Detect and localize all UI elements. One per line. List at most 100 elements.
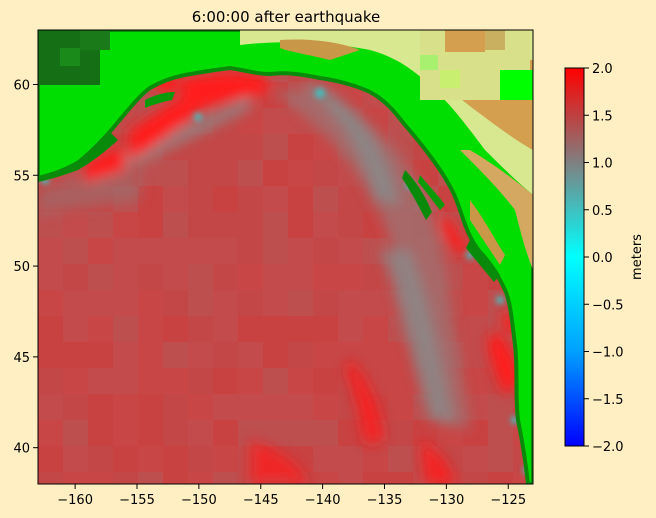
ocean-cell <box>338 264 363 290</box>
y-tick-label: 50 <box>13 260 30 275</box>
ocean-cell <box>388 342 413 368</box>
ocean-cell <box>163 446 188 472</box>
ocean-cell <box>213 316 238 342</box>
ocean-cell <box>88 472 113 484</box>
ocean-cell <box>38 212 63 238</box>
ocean-cell <box>63 316 88 342</box>
ocean-cell <box>288 368 313 394</box>
ocean-cell <box>263 264 288 290</box>
ocean-cell <box>288 342 313 368</box>
ocean-cell <box>188 160 213 186</box>
ocean-cell <box>238 368 263 394</box>
ocean-cell <box>138 264 163 290</box>
ocean-cell <box>413 420 438 446</box>
ocean-cell <box>288 264 313 290</box>
ocean-cell <box>313 472 338 484</box>
ocean-cell <box>213 134 238 160</box>
ocean-cell <box>213 264 238 290</box>
ocean-cell <box>338 420 363 446</box>
ocean-cell <box>388 368 413 394</box>
ocean-cell <box>213 420 238 446</box>
ocean-cell <box>363 472 388 484</box>
ocean-cell <box>313 212 338 238</box>
ocean-cell <box>263 238 288 264</box>
ocean-cell <box>188 446 213 472</box>
ocean-cell <box>463 446 488 472</box>
ocean-cell <box>213 238 238 264</box>
ocean-cell <box>188 420 213 446</box>
ocean-cell <box>263 212 288 238</box>
ocean-cell <box>313 186 338 212</box>
ocean-cell <box>38 368 63 394</box>
colorbar-tick-label: 1.0 <box>592 157 613 172</box>
ocean-cell <box>188 472 213 484</box>
ocean-cell <box>163 316 188 342</box>
ocean-cell <box>88 264 113 290</box>
ocean-cell <box>163 212 188 238</box>
ocean-cell <box>313 420 338 446</box>
ocean-cell <box>238 134 263 160</box>
y-tick-label: 45 <box>13 351 30 366</box>
ocean-cell <box>263 394 288 420</box>
ocean-cell <box>263 134 288 160</box>
ocean-cell <box>163 264 188 290</box>
ocean-cell <box>63 446 88 472</box>
ocean-cell <box>88 290 113 316</box>
ocean-cell <box>113 472 138 484</box>
ocean-cell <box>463 290 488 316</box>
ocean-cell <box>38 316 63 342</box>
ocean-cell <box>113 342 138 368</box>
ocean-cell <box>338 446 363 472</box>
ocean-cell <box>213 446 238 472</box>
colorbar-gradient <box>564 67 585 447</box>
ocean-cell <box>238 186 263 212</box>
x-tick-label: −140 <box>305 493 341 508</box>
ocean-cell <box>63 342 88 368</box>
ocean-cell <box>63 264 88 290</box>
ocean-cell <box>288 212 313 238</box>
ocean-cell <box>188 394 213 420</box>
ocean-cell <box>138 316 163 342</box>
ocean-cell <box>288 134 313 160</box>
colorbar-label: meters <box>630 234 645 280</box>
ocean-cell <box>38 394 63 420</box>
ocean-cell <box>63 420 88 446</box>
ocean-cell <box>63 212 88 238</box>
ocean-cell <box>338 290 363 316</box>
ocean-cell <box>238 290 263 316</box>
ocean-cell <box>188 186 213 212</box>
ocean-cell <box>113 316 138 342</box>
x-tick-label: −130 <box>429 493 465 508</box>
ocean-cell <box>38 290 63 316</box>
ocean-cell <box>188 212 213 238</box>
ocean-cell <box>213 368 238 394</box>
ocean-cell <box>313 342 338 368</box>
ocean-cell <box>388 446 413 472</box>
ocean-cell <box>488 472 513 484</box>
ocean-cell <box>138 290 163 316</box>
y-tick-label: 55 <box>13 169 30 184</box>
ocean-cell <box>238 264 263 290</box>
ocean-cell <box>313 446 338 472</box>
ocean-cell <box>138 472 163 484</box>
ocean-cell <box>488 446 513 472</box>
ocean-cell <box>88 368 113 394</box>
ocean-cell <box>313 290 338 316</box>
ocean-cell <box>38 264 63 290</box>
ocean-cell <box>63 290 88 316</box>
x-axis: −160 −155 −150 −145 −140 −135 −130 −125 <box>57 484 526 508</box>
ocean-cell <box>313 238 338 264</box>
ocean-cell <box>113 264 138 290</box>
ocean-cell <box>88 394 113 420</box>
ocean-cell <box>238 160 263 186</box>
ocean-cell <box>313 394 338 420</box>
colorbar-tick-label: −1.0 <box>592 346 624 361</box>
ocean-cell <box>238 342 263 368</box>
ocean-cell <box>213 342 238 368</box>
ocean-cell <box>113 446 138 472</box>
ocean-cell <box>163 420 188 446</box>
ocean-cell <box>313 368 338 394</box>
ocean-cell <box>188 264 213 290</box>
ocean-cell <box>163 238 188 264</box>
